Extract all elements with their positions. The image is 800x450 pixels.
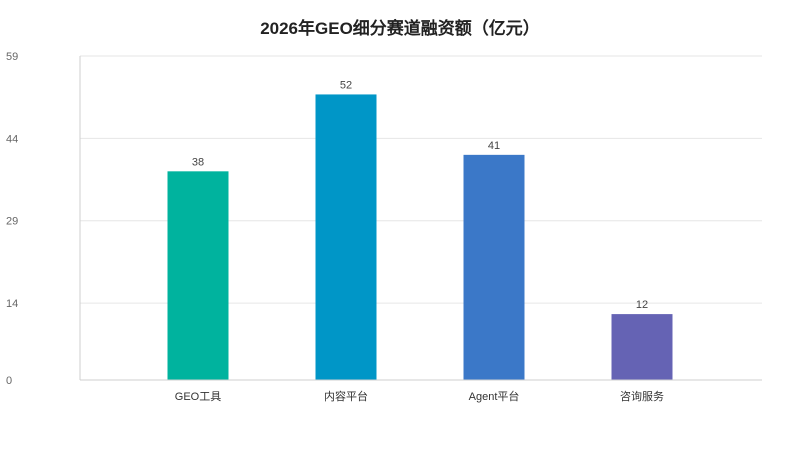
y-tick-label: 44 <box>6 133 18 145</box>
x-category-label: Agent平台 <box>469 389 520 403</box>
y-axis-ticks: 0 14 29 44 59 <box>6 51 18 387</box>
chart-title: 2026年GEO细分赛道融资额（亿元） <box>260 19 540 38</box>
bar-value-label: 52 <box>340 79 352 91</box>
x-category-label: 内容平台 <box>324 389 368 403</box>
bar-value-label: 38 <box>192 156 204 168</box>
x-category-label: GEO工具 <box>175 390 221 403</box>
y-tick-label: 59 <box>6 51 18 63</box>
y-tick-label: 14 <box>6 298 18 310</box>
bar <box>315 94 377 381</box>
x-category-label: 咨询服务 <box>620 389 664 403</box>
x-axis-categories: GEO工具 内容平台 Agent平台 咨询服务 <box>175 389 664 403</box>
bars <box>167 94 673 381</box>
bar <box>167 171 229 380</box>
y-tick-label: 0 <box>6 375 12 387</box>
y-tick-label: 29 <box>6 216 18 228</box>
bar <box>611 314 673 380</box>
data-labels: 38 52 41 12 <box>192 79 648 311</box>
bar-value-label: 12 <box>636 299 648 311</box>
bar <box>463 154 525 380</box>
bar-value-label: 41 <box>488 140 500 152</box>
